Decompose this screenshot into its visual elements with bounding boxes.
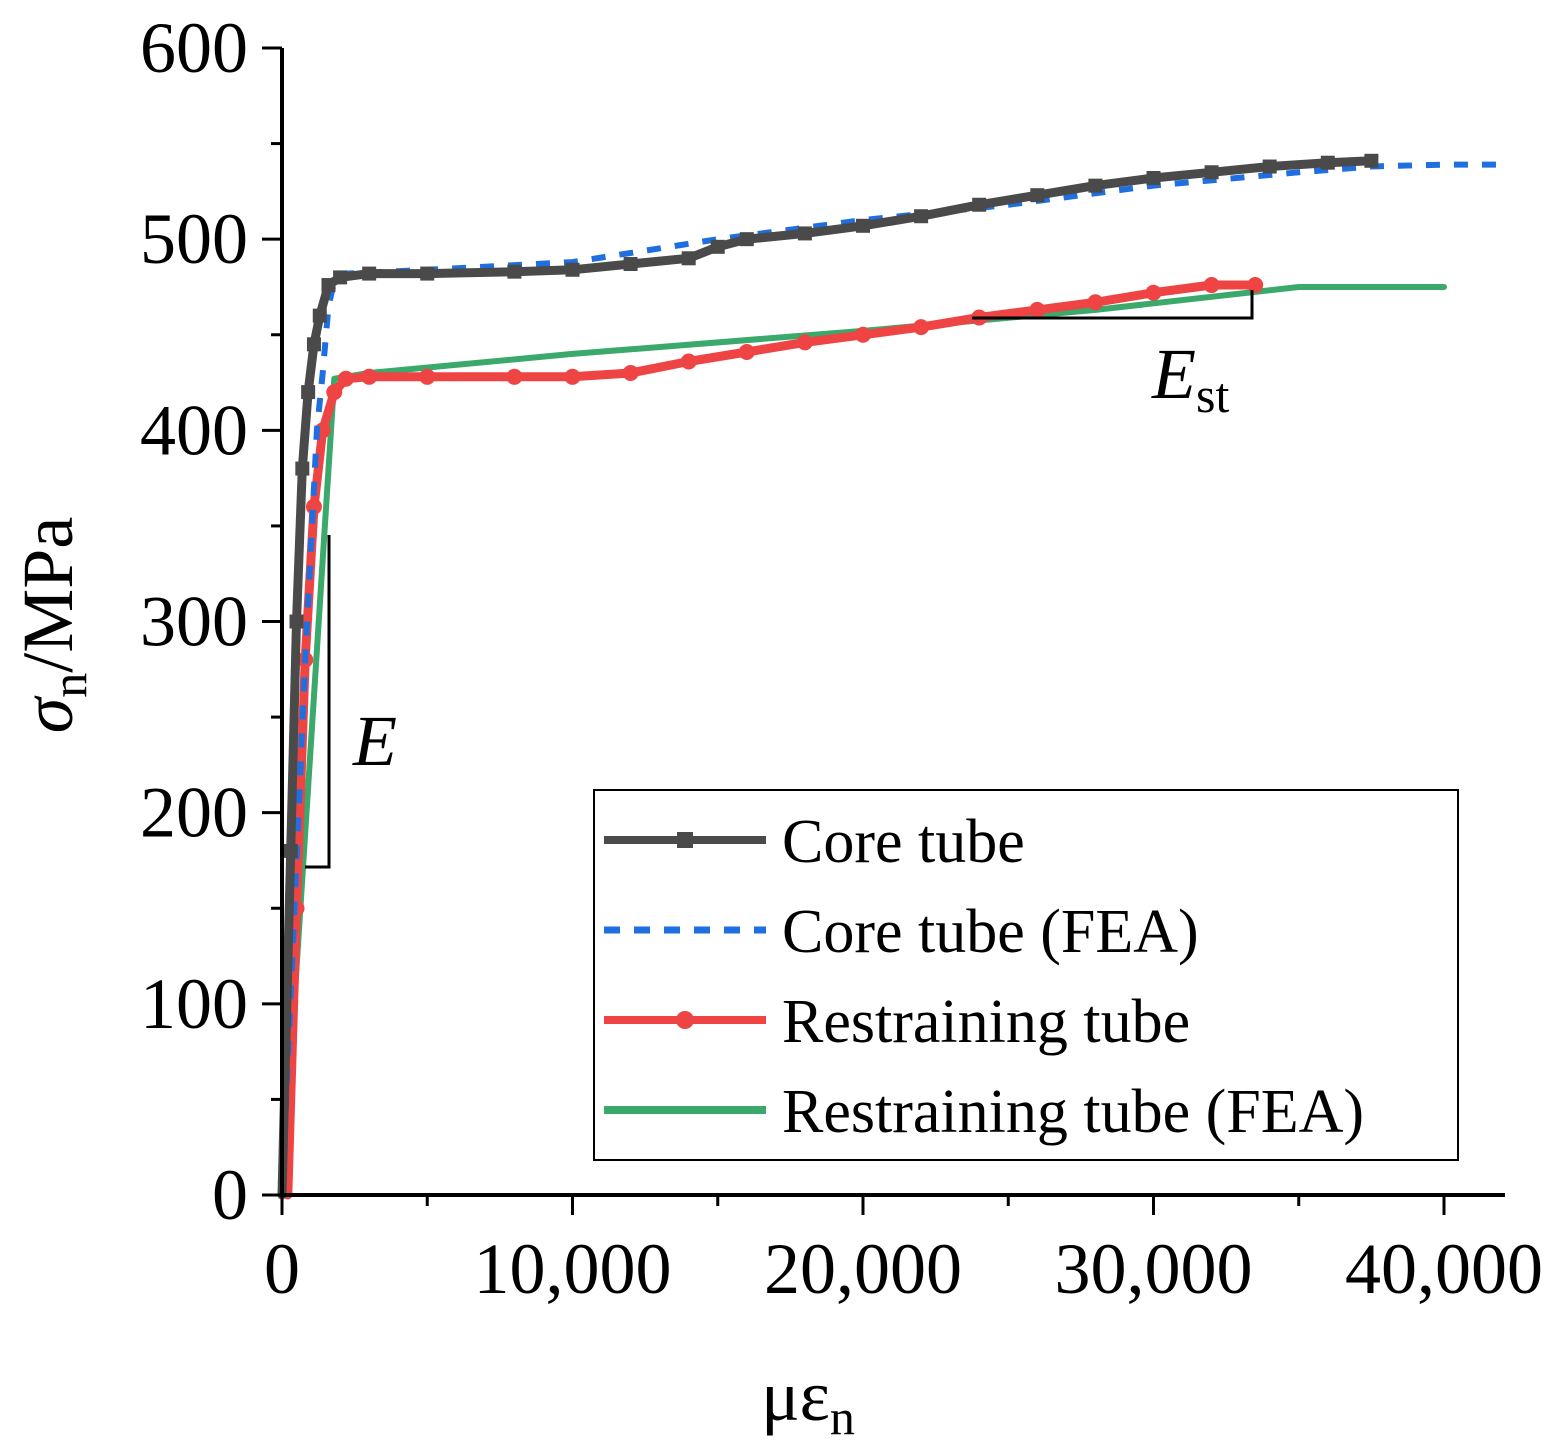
series-marker-core-tube [739,232,754,247]
strain-hardening-label-main: E [1151,334,1196,414]
series-marker-core-tube [321,278,336,293]
series-marker-core-tube [420,266,435,281]
y-tick-label: 200 [140,773,248,853]
series-marker-core-tube [1320,155,1335,170]
series-marker-restraining-tube [361,368,378,385]
series-marker-core-tube [306,337,321,352]
series-marker-core-tube [972,197,987,212]
series-marker-core-tube [289,614,304,629]
legend-items: Core tube Core tube (FEA) Restraining tube… [604,808,1364,1146]
series-layer [277,153,1503,1200]
legend: Core tube Core tube (FEA) Restraining tube… [593,789,1459,1161]
series-marker-restraining-tube [1145,284,1162,301]
x-tick-label: 0 [264,1229,300,1309]
series-marker-core-tube [1262,159,1277,174]
series-marker-restraining-tube [1203,277,1220,294]
series-marker-core-tube [295,461,310,476]
y-tick-label: 0 [212,1155,248,1235]
legend-label-restraining-tube: Restraining tube [782,988,1190,1056]
series-marker-restraining-tube [564,368,581,385]
series-marker-core-tube [1146,170,1161,185]
strain-hardening-label-sub: st [1196,367,1229,423]
series-marker-core-tube [1204,165,1219,180]
series-marker-core-tube [1030,188,1045,203]
series-marker-core-tube [333,270,348,285]
series-marker-core-tube [681,251,696,266]
series-marker-restraining-tube [326,384,343,401]
x-tick-label: 20,000 [764,1229,962,1309]
series-line-core-tube [277,156,1376,1200]
y-axis-title: σn/MPa [8,517,97,734]
x-tick-label: 10,000 [474,1229,672,1309]
series-marker-restraining-tube [680,353,697,370]
legend-label-core-tube-fea: Core tube (FEA) [782,898,1199,966]
x-tick-label: 40,000 [1345,1229,1543,1309]
y-axis-title-sub: n [41,673,97,698]
y-tick-label: 100 [140,964,248,1044]
y-tick-label: 600 [140,8,248,88]
legend-marker-core-tube [677,832,693,848]
series-marker-core-tube [914,209,929,224]
series-marker-core-tube [301,385,316,400]
series-marker-core-tube [312,308,327,323]
series-marker-core-tube [797,226,812,241]
x-axis-title: μεn [761,1356,855,1445]
elastic-modulus-label: E [352,701,397,781]
series-marker-restraining-tube [855,326,871,343]
series-marker-core-tube [710,239,725,254]
series-marker-core-tube [856,218,870,233]
strain-hardening-bracket [972,290,1254,320]
series-marker-core-tube [1088,178,1103,193]
series-marker-core-tube [1364,153,1379,168]
series-marker-restraining-tube [337,370,354,387]
elastic-modulus-bracket [305,535,331,869]
strain-hardening-label: Est [1151,334,1229,423]
x-axis-title-sub: n [830,1389,855,1445]
series-marker-restraining-tube [1029,301,1046,318]
legend-marker-restraining-tube [676,1011,694,1029]
series-marker-restraining-tube [1247,277,1264,294]
series-marker-restraining-tube [796,334,813,351]
series-marker-core-tube [623,257,638,272]
y-axis-title-unit: /MPa [8,517,88,673]
series-marker-restraining-tube [738,343,755,360]
y-tick-label: 300 [140,582,248,662]
legend-label-restraining-tube-fea: Restraining tube (FEA) [782,1078,1364,1146]
x-tick-label: 30,000 [1055,1229,1253,1309]
series-marker-core-tube [362,266,377,281]
series-marker-core-tube [565,262,580,277]
series-marker-restraining-tube [506,368,523,385]
series-marker-core-tube [507,264,522,279]
series-marker-restraining-tube [913,319,930,336]
y-tick-label: 400 [140,390,248,470]
y-axis-title-symbol: σ [8,695,88,733]
series-marker-core-tube [283,843,298,858]
ticks-layer: 0 10,000 20,000 30,000 40,000 0 100 200 300 400 50… [140,8,1543,1309]
series-marker-restraining-tube [1087,294,1104,311]
x-axis-title-main: με [761,1356,830,1436]
legend-box [593,789,1459,1161]
series-marker-restraining-tube [622,364,639,381]
y-tick-label: 500 [140,199,248,279]
series-marker-restraining-tube [419,368,436,385]
legend-label-core-tube: Core tube [782,808,1025,876]
